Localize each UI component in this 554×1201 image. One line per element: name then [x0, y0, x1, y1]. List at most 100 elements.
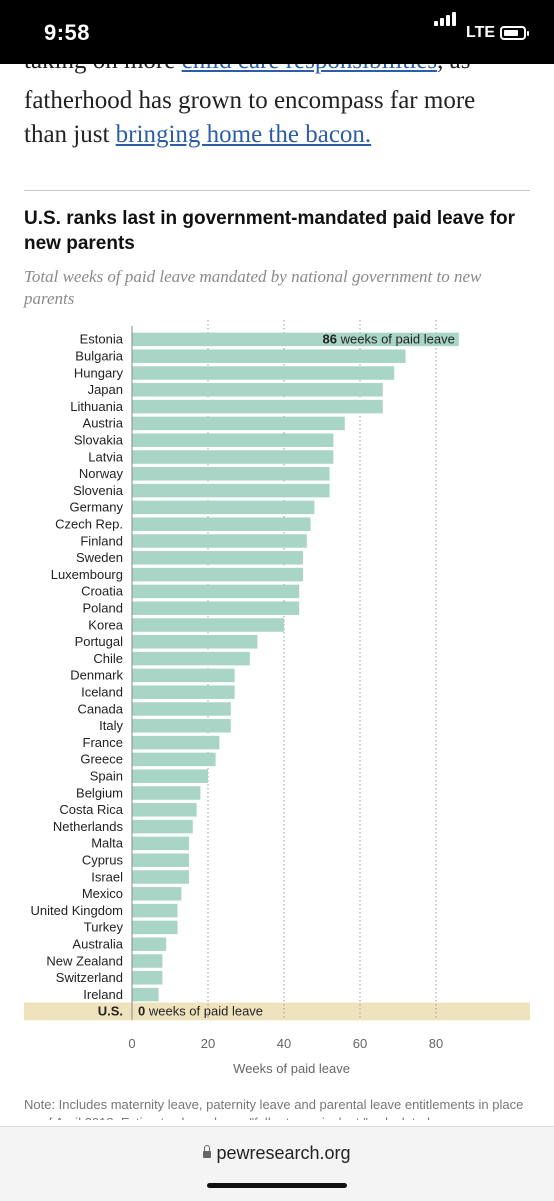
category-label: Germany: [70, 500, 124, 515]
bar: [132, 618, 284, 632]
tick-label: 40: [277, 1036, 291, 1051]
bar: [132, 870, 189, 884]
category-label: Mexico: [82, 886, 123, 901]
battery-icon: [500, 26, 529, 40]
bar: [132, 500, 315, 515]
bar: [132, 567, 303, 582]
divider: [24, 190, 530, 191]
bar: [132, 416, 345, 431]
bar: [132, 450, 334, 464]
article-text: , as: [437, 64, 470, 74]
category-label: Italy: [99, 718, 123, 733]
category-label: Cyprus: [82, 852, 124, 867]
bar: [132, 735, 220, 750]
category-label: Norway: [79, 466, 124, 481]
bar: [132, 534, 307, 548]
category-label: Slovenia: [73, 483, 124, 498]
tick-label: 80: [429, 1036, 443, 1051]
category-label: Costa Rica: [59, 802, 123, 817]
category-label: U.S.: [98, 1004, 123, 1019]
bar: [132, 467, 330, 481]
home-indicator[interactable]: [207, 1183, 347, 1188]
child-care-link[interactable]: child care responsibilities: [182, 64, 437, 74]
bacon-link[interactable]: bringing home the bacon.: [115, 121, 372, 148]
x-axis-label: Weeks of paid leave: [233, 1061, 350, 1076]
url-text: pewresearch.org: [216, 1143, 351, 1163]
bar: [132, 685, 235, 699]
bar: [132, 971, 163, 985]
category-label: Bulgaria: [75, 348, 123, 363]
bar: [132, 937, 167, 951]
bar: [132, 853, 189, 867]
browser-url-bar[interactable]: pewresearch.org: [0, 1126, 554, 1201]
bar: [132, 517, 311, 531]
status-time: 9:58: [44, 20, 91, 45]
chart-subtitle: Total weeks of paid leave mandated by na…: [24, 267, 482, 308]
category-label: Luxembourg: [51, 567, 123, 582]
category-label: Malta: [91, 836, 124, 851]
bar: [132, 349, 406, 363]
status-bar: 9:58 LTE: [0, 0, 554, 64]
bar: [132, 769, 208, 783]
bar: [132, 786, 201, 800]
chart-title: U.S. ranks last in government-mandated p…: [24, 208, 515, 254]
article-text: than just: [24, 121, 116, 148]
category-label: Czech Rep.: [55, 516, 123, 531]
category-label: Croatia: [81, 584, 124, 599]
bar: [132, 601, 300, 615]
tick-label: 20: [201, 1036, 215, 1051]
category-label: Netherlands: [53, 819, 124, 834]
bar: [132, 752, 216, 767]
category-label: Belgium: [76, 785, 123, 800]
bar: [132, 584, 300, 599]
tick-label: 0: [128, 1036, 135, 1051]
bar: [132, 366, 395, 380]
category-label: Turkey: [84, 920, 124, 935]
bar: [132, 551, 303, 565]
lock-icon: [203, 1145, 212, 1158]
bar: [132, 903, 178, 918]
bar: [132, 702, 231, 716]
category-label: Denmark: [70, 668, 123, 683]
network-type: LTE: [466, 24, 496, 41]
bar: [132, 836, 189, 851]
bar: [132, 803, 197, 817]
category-label: Latvia: [88, 449, 123, 464]
category-label: Canada: [77, 701, 123, 716]
category-label: France: [83, 735, 123, 750]
bar: [132, 383, 383, 397]
bar: [132, 483, 330, 498]
category-label: Slovakia: [74, 432, 124, 447]
bar: [132, 954, 163, 968]
category-label: Israel: [91, 869, 123, 884]
category-label: Sweden: [76, 550, 123, 565]
category-label: Austria: [83, 416, 124, 431]
category-label: New Zealand: [46, 953, 123, 968]
bar: [132, 399, 383, 414]
bar: [132, 433, 334, 447]
category-label: Lithuania: [70, 399, 124, 414]
category-label: United Kingdom: [31, 903, 124, 918]
highlight-band: [24, 1002, 530, 1021]
tick-label: 60: [353, 1036, 367, 1051]
category-label: Korea: [88, 617, 123, 632]
article-line: fatherhood has grown to encompass far mo…: [24, 87, 476, 114]
bar: [132, 635, 258, 649]
data-label: 0 weeks of paid leave: [138, 1004, 263, 1019]
article-text: taking on more: [24, 64, 182, 74]
category-label: Greece: [80, 752, 123, 767]
bar: [132, 651, 250, 666]
category-label: Switzerland: [56, 970, 123, 985]
category-label: Japan: [88, 382, 123, 397]
category-label: Portugal: [75, 634, 124, 649]
bar: [132, 987, 159, 1002]
category-label: Iceland: [81, 684, 123, 699]
data-label: 86 weeks of paid leave: [323, 332, 455, 347]
bar: [132, 719, 231, 733]
bar: [132, 887, 182, 901]
category-label: Estonia: [80, 332, 124, 347]
category-label: Australia: [72, 936, 123, 951]
category-label: Poland: [83, 600, 123, 615]
bar: [132, 332, 459, 347]
